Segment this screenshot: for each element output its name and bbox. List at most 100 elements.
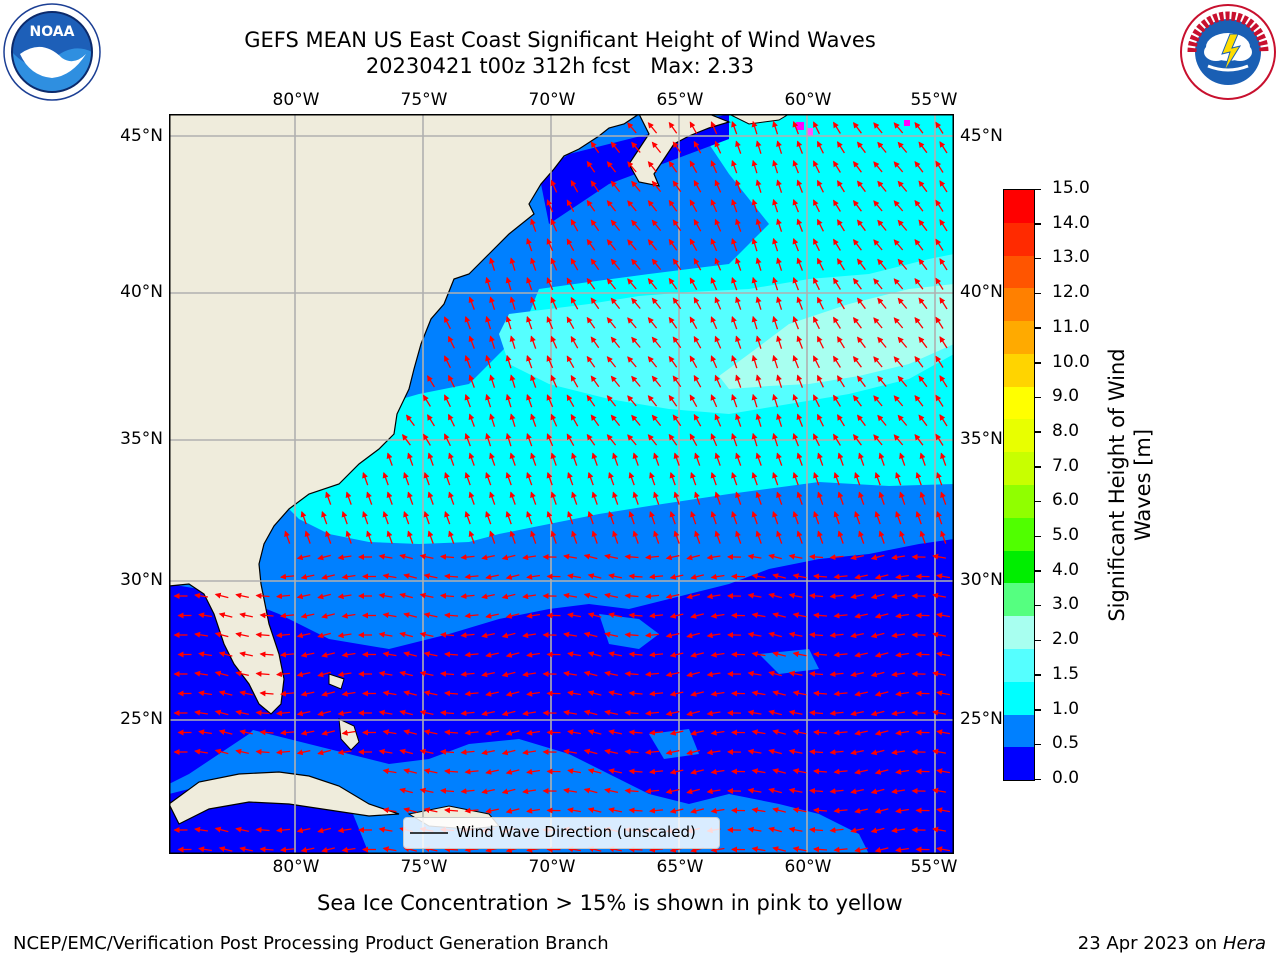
wave-direction-arrow [586,238,596,251]
wave-direction-arrow [610,258,621,271]
wave-direction-arrow [546,355,554,369]
wave-direction-arrow [877,219,887,231]
colorbar-swatch [1004,648,1034,682]
wave-direction-arrow [423,690,438,697]
wave-direction-arrow [714,452,721,466]
wave-direction-arrow [586,160,596,173]
wave-direction-arrow [628,573,643,580]
wave-direction-arrow [665,749,680,756]
wave-direction-arrow [768,748,782,755]
wave-direction-arrow [464,729,479,736]
wave-direction-arrow [710,277,718,291]
wave-direction-arrow [772,807,786,814]
wave-direction-arrow [891,632,906,639]
wave-direction-arrow [672,336,682,349]
wave-direction-arrow [501,788,516,795]
wave-direction-arrow [772,315,779,330]
wave-direction-arrow [792,315,800,330]
wave-direction-arrow [751,471,758,486]
wave-direction-arrow [895,573,910,580]
wave-direction-arrow [423,612,438,619]
wave-direction-arrow [751,354,758,369]
wave-direction-arrow [444,471,451,486]
wave-direction-arrow [813,846,828,853]
wave-direction-arrow [628,807,643,814]
lon-tick-top: 55°W [910,90,958,110]
nws-logo [1180,4,1276,100]
wave-direction-arrow [566,355,575,369]
wave-direction-arrow [341,846,356,853]
wave-direction-arrow [751,393,758,408]
wave-direction-arrow [632,530,639,544]
wave-direction-arrow [448,452,455,466]
wave-direction-arrow [300,612,315,619]
wave-direction-arrow [546,316,554,330]
wave-direction-arrow [366,530,373,544]
wave-direction-arrow [813,394,820,408]
wave-direction-arrow [419,787,434,794]
wave-direction-arrow [706,788,721,795]
wave-direction-arrow [755,413,762,427]
wave-direction-arrow [895,510,902,525]
wave-direction-arrow [735,296,742,310]
wave-direction-arrow [792,432,800,447]
wave-direction-arrow [378,592,393,599]
wave-direction-arrow [276,827,291,834]
wave-direction-arrow [932,631,947,638]
lon-tick-bottom: 55°W [910,857,958,877]
wave-direction-arrow [850,554,864,561]
wave-direction-arrow [612,452,619,466]
colorbar-tick-label: 7.0 [1052,455,1080,476]
wave-direction-arrow [918,414,928,427]
wave-direction-arrow [567,729,582,736]
wave-direction-arrow [856,219,866,232]
wave-direction-arrow [689,355,698,369]
wave-direction-arrow [792,393,800,408]
wave-direction-arrow [932,553,947,560]
wave-direction-arrow [489,296,496,310]
wave-direction-arrow [440,709,455,716]
wave-direction-arrow [873,239,883,251]
wave-direction-arrow [935,316,944,329]
colorbar-swatch [1004,616,1034,649]
wave-direction-arrow [829,788,844,795]
wave-direction-arrow [856,141,866,154]
wave-direction-arrow [772,729,786,736]
wave-direction-arrow [280,573,295,580]
wave-direction-arrow [628,471,635,486]
wave-direction-arrow [566,277,575,291]
wave-direction-arrow [776,179,783,193]
wave-direction-arrow [768,631,782,638]
wave-direction-arrow [627,239,637,251]
map-gridlines [169,114,954,854]
wave-direction-arrow [583,592,598,599]
wave-direction-arrow [550,296,558,310]
wave-direction-arrow [751,198,758,213]
wave-direction-arrow [852,161,862,173]
wave-direction-arrow [403,510,410,525]
wave-direction-arrow [631,219,641,231]
wave-direction-arrow [586,277,596,290]
wave-direction-arrow [939,375,948,388]
wave-direction-arrow [672,375,682,388]
wave-direction-arrow [255,670,270,677]
wave-direction-arrow [526,276,533,291]
wave-direction-arrow [870,749,885,756]
lat-tick-left: 30°N [120,570,163,590]
wave-direction-arrow [792,690,807,697]
wave-direction-arrow [714,491,721,505]
wave-direction-arrow [833,510,840,525]
wave-direction-arrow [587,471,594,486]
wave-direction-arrow [788,787,803,794]
wave-direction-arrow [768,592,782,599]
wave-direction-arrow [776,374,783,388]
wave-direction-arrow [936,471,943,486]
colorbar-swatch [1004,485,1034,518]
wave-direction-arrow [259,729,274,736]
land-maritimes-north [728,114,790,125]
wave-direction-arrow [194,670,209,677]
wave-direction-arrow [833,471,840,486]
wave-direction-arrow [856,414,866,427]
wave-direction-arrow [382,612,397,619]
wave-direction-arrow [378,748,393,755]
